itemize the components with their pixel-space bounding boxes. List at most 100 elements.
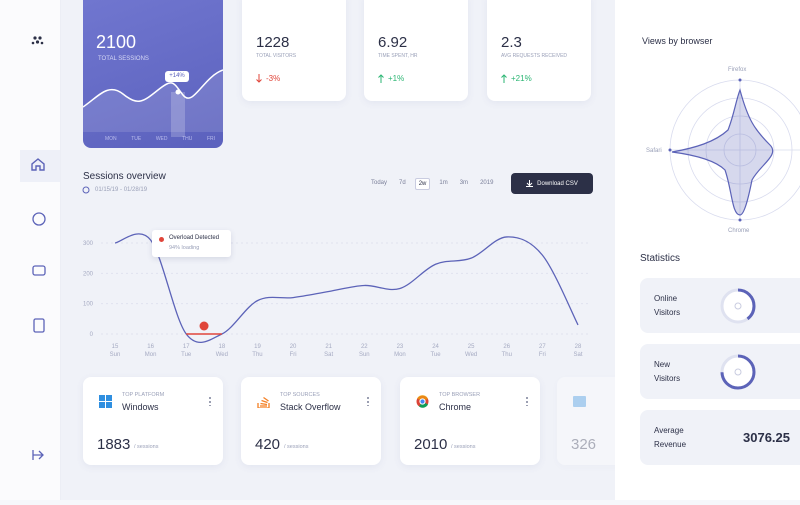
stat-change: +1% [388, 74, 405, 83]
download-label[interactable]: Download CSV [537, 180, 578, 187]
nav-cards[interactable] [32, 265, 46, 276]
x-tick-weekday: Tue [430, 352, 441, 358]
radar-title: Views by browser [642, 36, 713, 46]
x-tick-label: 22 [361, 344, 368, 350]
x-tick-label: 23 [397, 344, 404, 350]
trend-arrow [256, 74, 262, 83]
source-icon [257, 396, 270, 408]
stat-item-label: Online Visitors [654, 294, 681, 317]
annotation: Overload Detected 94% loading [152, 230, 231, 257]
progress-ring [720, 354, 756, 390]
day-label: MON [105, 136, 117, 142]
stat-item: New Visitors [640, 344, 800, 399]
stat-value: 2.3 [501, 34, 522, 51]
radar-label: Safari [646, 148, 662, 154]
filters: Today 7d 2w 1m 3m 2019 [368, 178, 496, 190]
more-menu[interactable] [526, 396, 528, 406]
annotation-title: Overload Detected [169, 235, 220, 241]
source-value: 326 [571, 436, 597, 453]
radar-label: Firefox [728, 67, 747, 73]
sessions-chart: 0 100 200 300 15 Sun 16 Mon 17 Tue 18 Wed 19 Thu 20 Fri… [83, 233, 591, 358]
sidebar-icons [20, 36, 60, 460]
source-card: TOP BROWSER Chrome 2010/ sessions [400, 377, 540, 465]
overload-marker [199, 321, 209, 331]
statistics-title: Statistics [640, 253, 681, 264]
x-tick-weekday: Wed [465, 352, 477, 358]
x-tick-weekday: Fri [290, 352, 297, 358]
source-name: Windows [122, 402, 159, 412]
day-label: TUE [131, 136, 142, 142]
day-labels: MON TUE WED THU FRI [105, 136, 215, 142]
source-card: TOP SOURCES Stack Overflow 420/ sessions [241, 377, 381, 465]
source-unit: / sessions [134, 444, 159, 450]
source-name: Chrome [439, 402, 472, 412]
nav-logout[interactable] [32, 450, 44, 460]
x-tick-label: 18 [219, 344, 226, 350]
source-value: 420 [255, 436, 281, 453]
filter[interactable]: Today [371, 180, 388, 186]
x-tick-label: 28 [575, 344, 582, 350]
source-label: TOP BROWSER [439, 392, 481, 398]
source-icon [573, 396, 586, 407]
nav-docs[interactable] [33, 318, 45, 333]
more-menu[interactable] [367, 396, 369, 406]
trend-arrow [501, 74, 507, 83]
source-card: TOP PLATFORM Windows 1883/ sessions [83, 377, 223, 465]
download-icon [526, 180, 534, 187]
stat-item-label: Average Revenue [654, 426, 687, 449]
x-tick-weekday: Sun [359, 352, 370, 358]
filter[interactable]: 3m [459, 180, 469, 186]
x-tick-weekday: Sat [573, 352, 582, 358]
line [114, 233, 579, 344]
stat-value: 1228 [256, 34, 290, 51]
progress-ring [720, 288, 756, 324]
source-value: 1883 [97, 436, 131, 453]
annotation-dot [159, 237, 164, 242]
source-icon [416, 395, 429, 408]
filter[interactable]: 2w [414, 178, 431, 190]
source-value: 2010 [414, 436, 448, 453]
stat-item-label: New Visitors [654, 360, 681, 383]
stat-label: AVG REQUESTS RECEIVED [501, 53, 568, 59]
x-tick-weekday: Thu [502, 352, 512, 358]
filter[interactable]: 7d [399, 180, 406, 186]
stat-value: 6.92 [378, 34, 408, 51]
more-menu[interactable] [209, 396, 211, 406]
x-tick-label: 25 [468, 344, 475, 350]
x-tick-label: 24 [432, 344, 439, 350]
source-unit: / sessions [284, 444, 309, 450]
download-button[interactable]: Download CSV [511, 173, 593, 194]
x-tick-weekday: Sat [324, 352, 333, 358]
nav-explore[interactable] [32, 212, 46, 226]
stat-item-value: 3076.25 [743, 430, 790, 445]
x-tick-label: 21 [325, 344, 332, 350]
source-label: TOP SOURCES [280, 392, 320, 398]
filter[interactable]: 1m [439, 180, 448, 186]
stat-card: 6.92 TIME SPENT, HR +1% [364, 0, 468, 101]
annotation-subtitle: 94% loading [169, 245, 200, 251]
radar-chart [668, 78, 800, 222]
stat-change: -3% [266, 74, 281, 83]
sessions-sparkline [83, 69, 223, 137]
source-unit: / sessions [451, 444, 476, 450]
nav-home[interactable] [31, 158, 45, 171]
sessions-badge: +14% [169, 73, 185, 79]
filter[interactable]: 2019 [480, 180, 494, 186]
x-tick-weekday: Thu [252, 352, 262, 358]
x-tick-weekday: Mon [394, 352, 406, 358]
overview-title: Sessions overview [83, 171, 166, 182]
source-icon [99, 395, 112, 408]
calendar-icon [82, 186, 90, 194]
stat-item: Average Revenue 3076.25 [640, 410, 800, 465]
sessions-value: 2100 [96, 32, 137, 52]
trend-arrow [378, 74, 384, 83]
x-tick-label: 17 [183, 344, 190, 350]
x-tick-weekday: Tue [181, 352, 192, 358]
stat-label: TIME SPENT, HR [378, 53, 418, 59]
y-tick-label: 0 [90, 332, 94, 338]
x-tick-weekday: Mon [145, 352, 157, 358]
day-label: FRI [206, 136, 215, 142]
x-tick-label: 26 [503, 344, 510, 350]
x-tick-weekday: Sun [110, 352, 121, 358]
